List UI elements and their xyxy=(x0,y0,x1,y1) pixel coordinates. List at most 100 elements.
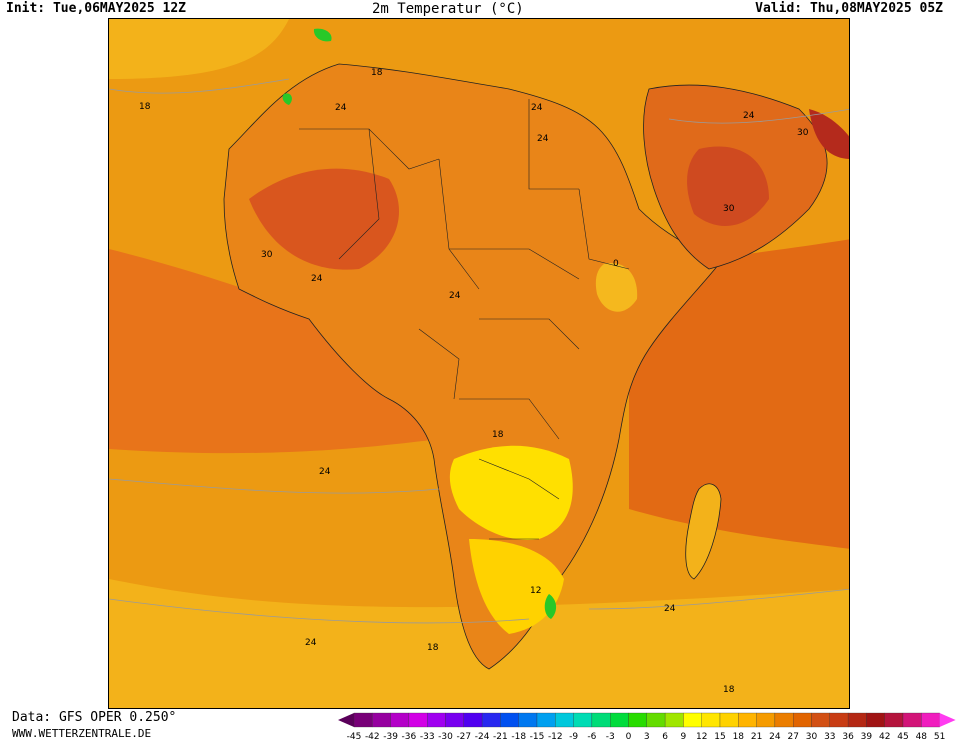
country-borders xyxy=(299,99,630,540)
drakensberg-cold xyxy=(544,594,557,619)
legend-swatch xyxy=(811,712,830,728)
legend-arrow-high xyxy=(939,713,956,727)
legend-swatch xyxy=(610,712,629,728)
legend-swatch xyxy=(884,712,904,728)
legend-tick-label: -39 xyxy=(383,732,398,741)
isotherm-contours xyxy=(109,78,849,624)
isotherm-label: 24 xyxy=(319,467,331,477)
isotherm-label: 24 xyxy=(743,111,755,121)
legend-swatch xyxy=(500,712,519,728)
legend-swatch xyxy=(701,712,721,728)
legend-tick-label: 30 xyxy=(806,732,818,741)
warm-ocean-band-west xyxy=(109,249,439,454)
legend-swatch xyxy=(683,712,702,728)
legend-swatch xyxy=(390,712,410,728)
legend-swatch xyxy=(591,712,611,728)
southern-plateau-cool xyxy=(449,445,573,540)
legend-tick-label: -27 xyxy=(456,732,471,741)
legend-swatch xyxy=(353,712,373,728)
legend-tick-label: -36 xyxy=(402,732,417,741)
isotherm-label: 24 xyxy=(664,604,676,614)
legend-tick-label: 15 xyxy=(714,732,725,741)
valid-time: Valid: Thu,08MAY2025 05Z xyxy=(755,1,943,16)
legend-tick-label: -12 xyxy=(548,732,563,741)
legend-tick-label: 6 xyxy=(662,732,668,741)
isotherm-label: 18 xyxy=(371,68,383,78)
legend-tick-label: -42 xyxy=(365,732,380,741)
legend-swatch xyxy=(628,712,647,728)
legend-swatch xyxy=(573,712,593,728)
legend-tick-label: 27 xyxy=(787,732,798,741)
legend-tick-label: 3 xyxy=(644,732,650,741)
legend-swatch xyxy=(463,712,483,728)
isotherm-label: 24 xyxy=(305,638,317,648)
isotherm-label: 24 xyxy=(449,291,461,301)
isotherm-label: 18 xyxy=(492,430,504,440)
warm-ocean-band-east xyxy=(629,239,849,549)
isotherm-label: 18 xyxy=(427,643,439,653)
legend-swatch xyxy=(756,712,776,728)
legend-swatch xyxy=(719,712,739,728)
map-title: 2m Temperatur (°C) xyxy=(372,1,524,17)
legend-tick-label: 9 xyxy=(681,732,687,741)
legend-tick-label: 42 xyxy=(879,732,890,741)
legend-tick-label: -24 xyxy=(475,732,490,741)
init-time: Init: Tue,06MAY2025 12Z xyxy=(6,1,187,16)
isotherm-label: 30 xyxy=(261,250,273,260)
color-legend: -45 -42 -39 -36 -33 -30 -27 -24 -21 -18 -15 -12 -9 -6… xyxy=(338,712,956,741)
legend-swatch xyxy=(664,712,684,728)
legend-tick-label: 12 xyxy=(696,732,707,741)
legend-swatch xyxy=(481,712,501,728)
arabia-hot-zone xyxy=(687,146,769,226)
isotherm-label: 18 xyxy=(723,685,735,695)
legend-swatch xyxy=(921,712,940,728)
cool-ocean-north xyxy=(109,19,289,79)
legend-tick-label: -45 xyxy=(347,732,362,741)
website-url[interactable]: WWW.WETTERZENTRALE.DE xyxy=(12,727,152,740)
legend-swatch xyxy=(372,712,391,728)
legend-tick-label: 0 xyxy=(626,732,632,741)
legend-swatch xyxy=(847,712,867,728)
data-source: Data: GFS OPER 0.250° xyxy=(12,710,177,725)
legend-tick-label: 45 xyxy=(897,732,908,741)
atlas-cold xyxy=(282,93,292,105)
legend-swatch xyxy=(738,712,757,728)
legend-tick-label: 36 xyxy=(842,732,854,741)
gulf-hot-zone xyxy=(809,109,849,159)
legend-tick-label: -21 xyxy=(493,732,508,741)
madagascar xyxy=(685,483,722,580)
legend-tick-label: 48 xyxy=(916,732,928,741)
isotherm-label: 24 xyxy=(537,134,549,144)
legend-tick-label: -18 xyxy=(511,732,526,741)
isotherm-label: 30 xyxy=(797,128,809,138)
legend-swatch xyxy=(427,712,446,728)
isotherm-label: 24 xyxy=(335,103,347,113)
legend-swatch xyxy=(646,712,666,728)
legend-swatch xyxy=(445,712,464,728)
ethiopia-highlands xyxy=(595,263,638,312)
legend-swatch xyxy=(793,712,812,728)
isotherm-label: 0 xyxy=(613,259,619,269)
legend-tick-label: -30 xyxy=(438,732,453,741)
south-africa-cool xyxy=(469,539,564,634)
isotherm-label: 24 xyxy=(531,103,543,113)
legend-tick-label: 21 xyxy=(751,732,762,741)
sahara-hot-zone xyxy=(249,168,399,270)
isotherm-label: 30 xyxy=(723,204,735,214)
legend-swatch xyxy=(774,712,794,728)
legend-tick-label: -9 xyxy=(569,732,578,741)
isotherm-label: 12 xyxy=(530,586,541,596)
legend-tick-label: 24 xyxy=(769,732,781,741)
atlas-cold-2 xyxy=(313,28,332,42)
legend-swatch xyxy=(518,712,538,728)
legend-tick-label: -3 xyxy=(606,732,615,741)
legend-tick-label: 18 xyxy=(733,732,745,741)
legend-tick-label: 51 xyxy=(934,732,945,741)
legend-tick-label: 33 xyxy=(824,732,835,741)
isotherm-label: 24 xyxy=(311,274,323,284)
map-canvas: 18 18 24 24 24 30 30 24 24 30 24 24 24 1… xyxy=(109,19,849,708)
legend-tick-label: 39 xyxy=(861,732,873,741)
legend-tick-label: -6 xyxy=(587,732,596,741)
legend-tick-label: -33 xyxy=(420,732,435,741)
legend-arrow-low xyxy=(338,713,354,727)
